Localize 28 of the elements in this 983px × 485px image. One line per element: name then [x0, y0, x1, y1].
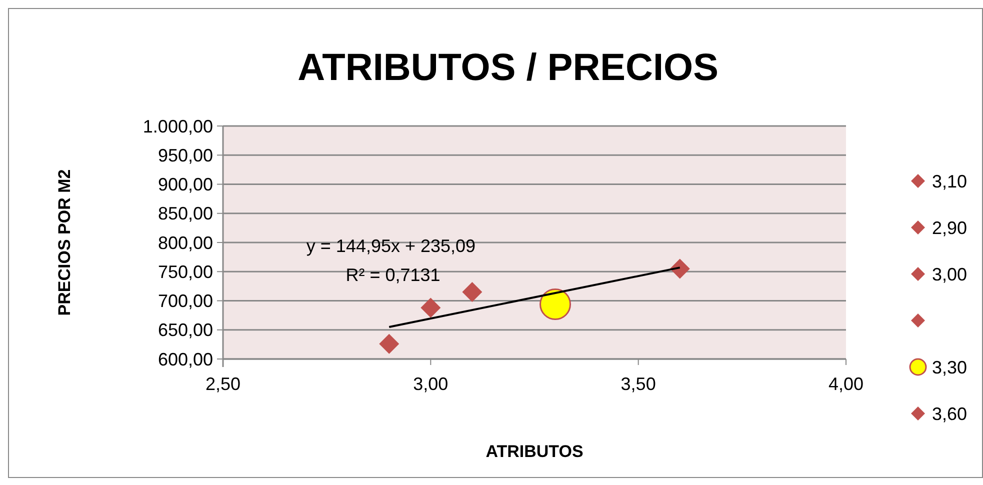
legend-label: 3,00: [932, 264, 968, 284]
chart-title: ATRIBUTOS / PRECIOS: [298, 47, 718, 89]
y-tick-label: 900,00: [158, 174, 213, 195]
point: [420, 298, 441, 318]
y-tick-label: 950,00: [158, 145, 213, 166]
annotation: R² = 0,7131: [346, 265, 440, 285]
y-tick-label: 850,00: [158, 204, 213, 224]
x-axis-title: ATRIBUTOS: [486, 442, 584, 461]
y-axis-title: PRECIOS POR M2: [55, 169, 74, 316]
point: [462, 282, 482, 302]
point: [670, 258, 690, 279]
x-tick-label: 2,50: [205, 374, 241, 394]
y-tick-label: 700,00: [158, 291, 213, 312]
y-tick-label: 1.000,00: [142, 116, 213, 136]
y-tick-label: 800,00: [158, 232, 213, 253]
legend-label: 3,10: [932, 171, 968, 192]
annotation: y = 144,95x + 235,09: [306, 236, 476, 256]
legend-label: 2,90: [932, 218, 968, 238]
y-tick-label: 600,00: [158, 349, 213, 370]
x-tick-label: 3,50: [620, 374, 656, 394]
y-tick-label: 750,00: [158, 262, 213, 282]
x-tick-label: 3,00: [413, 374, 448, 394]
x-tick-label: 4,00: [828, 374, 864, 394]
y-tick-label: 650,00: [158, 320, 213, 340]
legend-label: 3,30: [932, 357, 968, 378]
legend-label: 3,60: [932, 404, 968, 424]
point: [540, 288, 572, 320]
point: [379, 334, 400, 354]
